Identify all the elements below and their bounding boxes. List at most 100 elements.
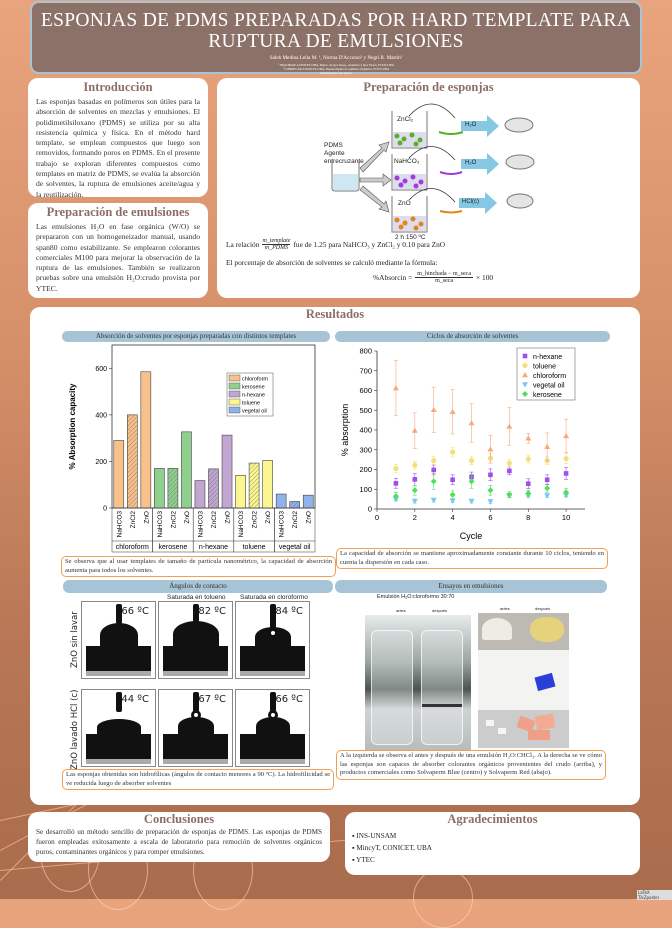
- conclusions-title: Conclusiones: [143, 812, 215, 826]
- beaker-nahco3: [391, 154, 428, 191]
- x-tick-label: NaHCO3: [238, 511, 245, 538]
- data-point: [506, 491, 513, 498]
- water-drop: [256, 717, 290, 735]
- scale-bar: [163, 759, 228, 764]
- data-point: [430, 497, 437, 504]
- data-point: [393, 465, 399, 472]
- bar-hatch: [289, 501, 300, 508]
- wash-arrow-icon: [459, 115, 499, 214]
- scale-bar: [86, 671, 151, 676]
- before-label: antes: [396, 608, 406, 613]
- bar: [154, 468, 165, 509]
- contact-col-label: Saturada en tolueno: [167, 594, 226, 601]
- data-point: [488, 472, 493, 478]
- series-vegetal-oil: [392, 492, 570, 505]
- formula-rhs: × 100: [475, 273, 494, 282]
- substrate: [86, 734, 151, 762]
- bar-chart-header: Absorción de solventes por esponjas prep…: [62, 331, 330, 342]
- ratio-pre: La relación: [226, 240, 260, 249]
- legend-label: toluene: [533, 364, 556, 371]
- contact-angle-image: 67 ºC: [158, 689, 233, 767]
- bar: [235, 475, 246, 509]
- x-tick-label: NaHCO3: [157, 511, 164, 538]
- data-point: [544, 443, 551, 449]
- emulsion-label: Emulsión H₂O:cloroformo 30:70: [377, 594, 455, 600]
- cured-zncl2: [438, 131, 464, 135]
- solvaperm-red-photo: [478, 710, 569, 748]
- background-circle: [413, 868, 473, 928]
- contact-angle-value: 66 ºC: [275, 694, 303, 705]
- x-tick-label: 2: [413, 513, 417, 522]
- data-point: [563, 456, 569, 462]
- wash-label: H₂O: [465, 122, 477, 128]
- ratio-den: m_PDMS: [264, 245, 289, 251]
- group-label: chloroform: [116, 544, 149, 551]
- substrate: [163, 646, 228, 674]
- contact-angle-value: 82 ºC: [198, 606, 226, 617]
- data-point: [525, 490, 532, 497]
- acknowledgements-list: ▪ INS-UNSAM ▪ MincyT, CONICET, UBA ▪ YTE…: [345, 830, 640, 866]
- y-tick-label: 700: [359, 366, 372, 375]
- series-chloroform: [392, 360, 570, 464]
- contact-row-label: ZnO lavado HCl (c): [70, 689, 80, 770]
- y-tick-label: 200: [359, 465, 372, 474]
- data-point: [449, 498, 456, 504]
- cured-nahco3: [439, 171, 463, 175]
- y-axis-label: % absorption: [340, 404, 350, 457]
- template-label-zncl2: ZnCl₂: [397, 116, 414, 123]
- x-tick-label: 10: [562, 513, 570, 522]
- acknowledgements-title: Agradecimientos: [447, 812, 538, 826]
- x-tick-label: 6: [488, 513, 492, 522]
- bar: [140, 371, 152, 509]
- legend-label: vegetal oil: [533, 383, 565, 390]
- data-point: [411, 487, 418, 494]
- data-point: [430, 406, 437, 413]
- ratio-text: La relación m_template m_PDMS fue de 1.25…: [226, 238, 445, 251]
- list-item: ▪ YTEC: [352, 856, 375, 864]
- y-tick-label: 100: [359, 485, 372, 494]
- legend-label: n-hexane: [533, 354, 562, 361]
- needle: [116, 604, 122, 624]
- data-point: [450, 449, 456, 455]
- needle-tip: [268, 710, 278, 720]
- data-point: [522, 391, 528, 397]
- contact-angle-image: 84 ºC: [235, 601, 310, 679]
- data-point: [507, 468, 512, 474]
- legend-label: n-hexane: [242, 393, 265, 399]
- scale-bar: [240, 671, 305, 676]
- x-tick-label: 4: [451, 513, 455, 522]
- water-drop: [100, 623, 138, 647]
- y-tick-label: 600: [95, 366, 107, 373]
- legend-swatch: [228, 382, 241, 390]
- substrate: [86, 646, 151, 674]
- data-point: [392, 385, 399, 391]
- y-tick-label: 400: [95, 412, 107, 419]
- legend-swatch: [228, 390, 241, 398]
- data-point: [487, 487, 494, 494]
- needle-tip: [268, 628, 278, 638]
- scale-bar: [240, 759, 305, 764]
- legend-label: chloroform: [242, 377, 268, 383]
- series-n-hexane: [393, 464, 569, 489]
- needle: [270, 692, 276, 712]
- x-tick-label: ZnCl2: [252, 511, 259, 529]
- intro-title: Introducción: [83, 80, 153, 94]
- needle: [193, 604, 199, 622]
- y-tick-label: 0: [103, 506, 107, 513]
- bar: [181, 431, 192, 509]
- contact-angle-image: 66 ºC: [81, 601, 156, 679]
- data-point: [468, 498, 475, 505]
- solvaperm-blue-photo: [478, 650, 569, 710]
- cure-condition: 2 h 150 ºC: [395, 234, 426, 241]
- bar: [262, 460, 273, 509]
- data-point: [431, 467, 437, 473]
- substrate: [240, 646, 305, 674]
- bar: [221, 434, 233, 509]
- title-banner: ESPONJAS DE PDMS PREPARADAS POR HARD TEM…: [30, 1, 642, 75]
- legend-label: toluene: [242, 401, 260, 407]
- sponge-diagram: PDMS Agente entrecruzante ZnCl₂ NaHCO₃ ZnO…: [324, 96, 537, 241]
- formula-num: m_hinchada − m_seca: [415, 271, 473, 278]
- sponges-section: Preparación de esponjas: [217, 78, 640, 298]
- bar-hatch: [208, 468, 219, 508]
